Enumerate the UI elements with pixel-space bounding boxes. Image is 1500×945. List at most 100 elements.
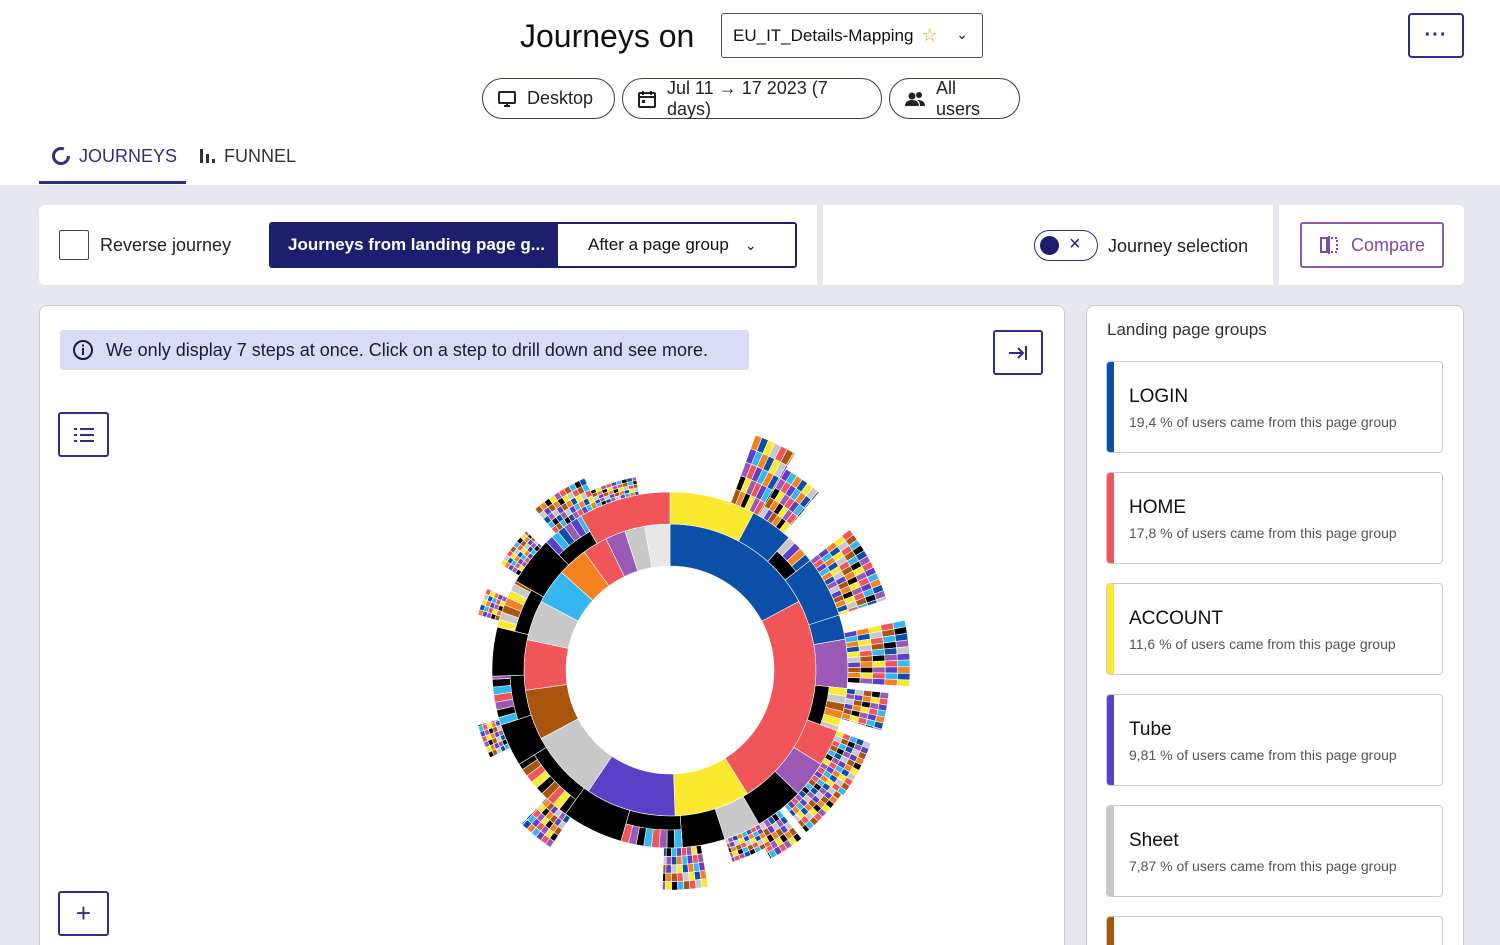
sunburst-outer-segment[interactable] [896,646,910,655]
sunburst-outer-segment[interactable] [677,880,685,890]
compare-button[interactable]: Compare [1300,222,1444,268]
sunburst-outer-segment[interactable] [884,660,898,668]
mapping-select[interactable]: EU_IT_Details-Mapping ☆ ⌄ [721,13,983,58]
star-icon[interactable]: ☆ [921,25,938,45]
collapse-panel-button[interactable] [993,330,1043,375]
sunburst-outer-segment[interactable] [873,726,883,732]
sunburst-outer-segment[interactable] [680,846,688,857]
landing-group-card[interactable]: Tube 9,81 % of users came from this page… [1106,694,1443,786]
sunburst-outer-segment[interactable] [884,684,898,687]
zoom-in-button[interactable]: + [58,891,109,936]
sunburst-outer-segment[interactable] [676,855,683,865]
group-name: LOGIN [1129,386,1189,407]
sunburst-outer-segment[interactable] [662,872,667,882]
sunburst-ring2-segment[interactable] [813,638,849,689]
sunburst-outer-segment[interactable] [860,666,874,674]
landing-group-card[interactable]: LOGIN 19,4 % of users came from this pag… [1106,361,1443,453]
date-range-filter[interactable]: Jul 11 → 17 2023 (7 days) [622,78,882,119]
sunburst-outer-segment[interactable] [681,863,689,874]
sunburst-ring2-stripe[interactable] [666,829,675,849]
sunburst-outer-segment[interactable] [871,654,886,662]
sunburst-ring2-segment[interactable] [491,626,529,677]
landing-group-card[interactable]: ACCOUNT 11,6 % of users came from this p… [1106,583,1443,675]
sunburst-outer-segment[interactable] [897,672,911,681]
sunburst-outer-segment[interactable] [670,847,677,857]
sunburst-outer-segment[interactable] [896,652,911,661]
device-filter[interactable]: Desktop [482,78,615,119]
mode-after-page-group-dropdown[interactable]: After a page group ⌄ [558,224,795,266]
journey-selection-toggle[interactable]: × [1034,230,1098,261]
sunburst-outer-segment[interactable] [665,864,672,874]
sunburst-outer-segment[interactable] [688,879,697,890]
sunburst-outer-segment[interactable] [872,660,886,668]
sunburst-outer-segment[interactable] [665,881,672,890]
sunburst-ring2-stripe[interactable] [673,829,683,849]
sunburst-outer-segment[interactable] [810,490,820,501]
sunburst-outer-segment[interactable] [662,855,667,866]
group-share: 7,87 % of users came from this page grou… [1129,858,1397,874]
sunburst-outer-segment[interactable] [897,659,911,668]
sunburst-outer-segment[interactable] [626,477,633,483]
sunburst-outer-segment[interactable] [897,685,910,688]
sunburst-outer-segment[interactable] [665,856,672,866]
sunburst-outer-segment[interactable] [884,672,898,680]
sunburst-outer-segment[interactable] [676,872,684,882]
sunburst-outer-segment[interactable] [520,818,528,826]
sunburst-outer-segment[interactable] [801,823,811,833]
journey-sunburst-chart[interactable] [460,390,960,890]
tab-funnel[interactable]: FUNNEL [198,146,296,184]
sunburst-outer-segment[interactable] [671,864,678,874]
sunburst-outer-segment[interactable] [670,855,678,866]
sunburst-outer-segment[interactable] [896,679,911,688]
sunburst-outer-segment[interactable] [578,477,588,487]
sunburst-outer-segment[interactable] [730,856,736,863]
sunburst-outer-segment[interactable] [477,723,483,727]
sunburst-outer-segment[interactable] [682,872,690,882]
sunburst-outer-segment[interactable] [676,864,684,874]
sunburst-outer-segment[interactable] [859,672,874,679]
landing-group-card[interactable]: Sheet 7,87 % of users came from this pag… [1106,805,1443,897]
sunburst-outer-segment[interactable] [897,666,911,674]
sunburst-outer-segment[interactable] [682,880,691,890]
mode-landing-button[interactable]: Journeys from landing page g... [271,224,558,266]
sunburst-outer-segment[interactable] [688,871,696,882]
sunburst-outer-segment[interactable] [687,863,695,873]
sunburst-outer-segment[interactable] [884,666,898,674]
sunburst-outer-segment[interactable] [484,588,492,596]
sunburst-outer-segment[interactable] [665,847,672,857]
legend-list-button[interactable] [58,412,109,457]
sunburst-outer-segment[interactable] [675,847,683,857]
sunburst-outer-segment[interactable] [847,667,861,673]
sunburst-ring2-stripe[interactable] [491,678,512,688]
sunburst-outer-segment[interactable] [847,656,861,663]
sunburst-outer-segment[interactable] [883,647,898,656]
sunburst-outer-segment[interactable] [631,476,637,482]
sunburst-outer-segment[interactable] [872,683,885,686]
sunburst-outer-segment[interactable] [872,672,886,680]
sunburst-outer-segment[interactable] [872,666,886,674]
sunburst-outer-segment[interactable] [859,655,873,663]
sunburst-outer-segment[interactable] [847,661,861,668]
segment-filter[interactable]: All users [889,78,1020,119]
sunburst-outer-segment[interactable] [859,661,874,668]
sunburst-outer-segment[interactable] [785,452,796,467]
sunburst-outer-segment[interactable] [671,881,678,890]
sunburst-outer-segment[interactable] [662,864,667,874]
sunburst-outer-segment[interactable] [663,847,667,857]
sunburst-outer-segment[interactable] [766,851,773,860]
sunburst-outer-segment[interactable] [847,672,861,679]
page-title: Journeys on [520,18,695,54]
sunburst-outer-segment[interactable] [671,872,678,882]
more-options-button[interactable]: ··· [1408,13,1464,58]
landing-group-card[interactable] [1106,916,1443,945]
group-share: 11,6 % of users came from this page grou… [1129,636,1396,652]
tab-journeys[interactable]: JOURNEYS [39,146,186,184]
sunburst-outer-segment[interactable] [681,855,688,865]
sunburst-outer-segment[interactable] [884,653,898,662]
sunburst-outer-segment[interactable] [662,881,666,890]
reverse-journey-checkbox[interactable] [59,230,89,260]
sunburst-outer-segment[interactable] [665,872,672,882]
sunburst-outer-segment[interactable] [875,596,888,604]
sunburst-outer-segment[interactable] [523,530,530,537]
landing-group-card[interactable]: HOME 17,8 % of users came from this page… [1106,472,1443,564]
